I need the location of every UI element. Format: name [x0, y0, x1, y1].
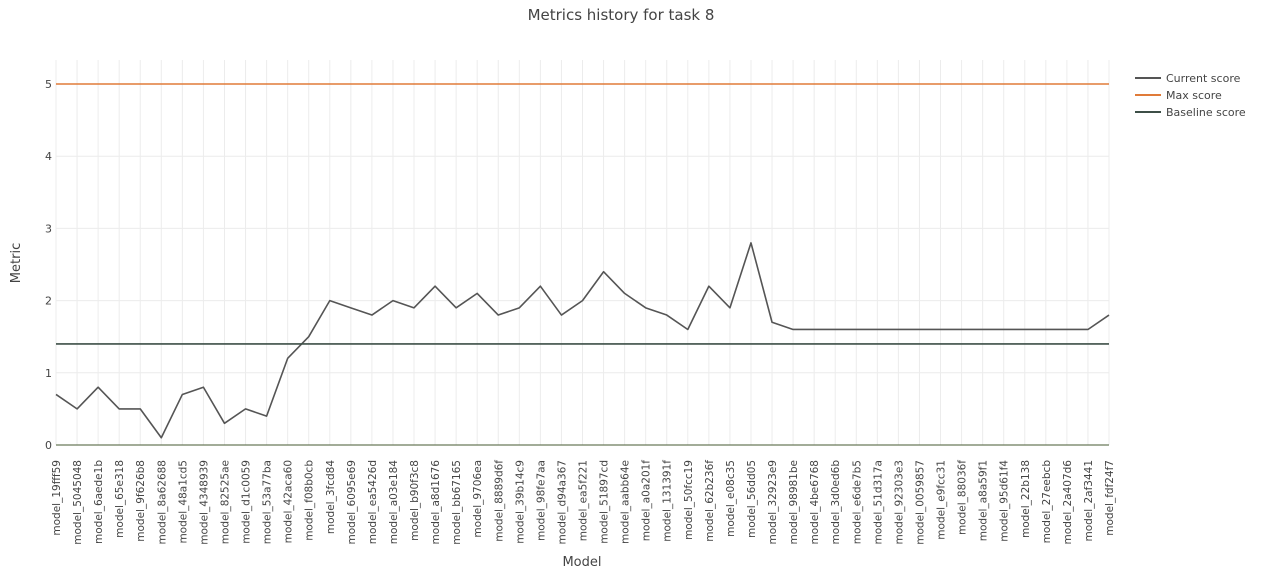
x-axis: model_19fff59 model_5045048 model_6aede1b m…: [51, 460, 1116, 545]
x-tick-label: model_56dd05: [746, 460, 758, 538]
series-layer: [55, 83, 1110, 446]
y-tick-label: 1: [45, 367, 52, 380]
x-tick-label: model_ea5f221: [578, 460, 590, 541]
y-tick-label: 2: [45, 295, 52, 308]
x-tick-label: model_19fff59: [51, 460, 63, 536]
x-tick-label: model_8a62688: [156, 460, 168, 544]
x-tick-label: model_22b138: [1020, 460, 1032, 538]
y-tick-label: 3: [45, 222, 52, 235]
x-tick-label: model_e08c35: [725, 460, 737, 537]
x-tick-label: model_2a407d6: [1062, 460, 1074, 545]
x-tick-label: model_92303e3: [893, 460, 905, 545]
y-axis: 0 1 2 3 4 5: [45, 78, 52, 452]
x-tick-label: model_ea5426d: [367, 460, 379, 544]
x-tick-label: model_27eebcb: [1041, 460, 1053, 544]
legend-label: Current score: [1166, 72, 1241, 85]
x-tick-label: model_e9fcc31: [936, 460, 948, 540]
x-tick-label: model_e6de7b5: [851, 460, 863, 544]
x-tick-label: model_4348939: [198, 460, 210, 545]
x-tick-label: model_a8d1676: [430, 460, 442, 545]
x-tick-label: model_131391f: [662, 460, 674, 542]
x-tick-label: model_6095e69: [346, 460, 358, 545]
x-tick-label: model_b90f3c8: [409, 460, 421, 541]
x-tick-label: model_4be6768: [809, 460, 821, 544]
x-tick-label: model_98981be: [788, 460, 800, 544]
x-tick-label: model_50fcc19: [683, 460, 695, 540]
x-tick-label: model_a03e184: [388, 460, 400, 545]
legend-label: Baseline score: [1166, 106, 1246, 119]
legend: Current score Max score Baseline score: [1135, 72, 1246, 119]
x-tick-label: model_a0a201f: [641, 460, 653, 542]
x-tick-label: model_51d317a: [872, 460, 884, 544]
x-tick-label: model_0059857: [914, 460, 926, 545]
x-tick-label: model_d94a367: [556, 460, 568, 544]
x-tick-label: model_65e318: [114, 460, 126, 538]
x-tick-label: model_95d61f4: [999, 460, 1011, 542]
x-tick-label: model_aabb64e: [620, 460, 632, 544]
x-tick-label: model_32923e9: [767, 460, 779, 545]
y-axis-title: Metric: [9, 243, 24, 283]
x-tick-label: model_fdf24f7: [1104, 460, 1116, 536]
x-tick-label: model_48a1cd5: [177, 460, 189, 544]
y-tick-label: 4: [45, 150, 52, 163]
x-tick-label: model_39b14c9: [514, 460, 526, 544]
x-tick-label: model_9706ea: [472, 460, 484, 538]
x-axis-title: Model: [562, 555, 601, 570]
x-tick-label: model_82525ae: [219, 460, 231, 544]
x-tick-label: model_51897cd: [599, 460, 611, 544]
y-tick-label: 5: [45, 78, 52, 91]
x-tick-label: model_98fe7aa: [535, 460, 547, 541]
chart-title: Metrics history for task 8: [528, 6, 715, 24]
x-tick-label: model_8889d6f: [493, 460, 505, 542]
grid-layer: [55, 60, 1110, 446]
x-tick-label: model_bb67165: [451, 460, 463, 545]
x-tick-label: model_53a77ba: [262, 460, 274, 544]
x-tick-label: model_5045048: [72, 460, 84, 545]
x-tick-label: model_42aca60: [283, 460, 295, 543]
x-tick-label: model_62b236f: [704, 460, 716, 542]
x-tick-label: model_88036f: [957, 460, 969, 535]
x-tick-label: model_3fcd84: [325, 460, 337, 534]
x-tick-label: model_6aede1b: [93, 460, 105, 544]
x-tick-label: model_d1c0059: [241, 460, 253, 544]
x-tick-label: model_9f626b8: [135, 460, 147, 542]
x-tick-label: model_a8a59f1: [978, 460, 990, 541]
x-tick-label: model_3d0ed6b: [830, 460, 842, 545]
x-tick-label: model_f08b0cb: [304, 460, 316, 541]
y-tick-label: 0: [45, 439, 52, 452]
x-tick-label: model_2af3441: [1083, 460, 1095, 541]
series-line-current-score: [55, 242, 1110, 439]
legend-label: Max score: [1166, 89, 1222, 102]
